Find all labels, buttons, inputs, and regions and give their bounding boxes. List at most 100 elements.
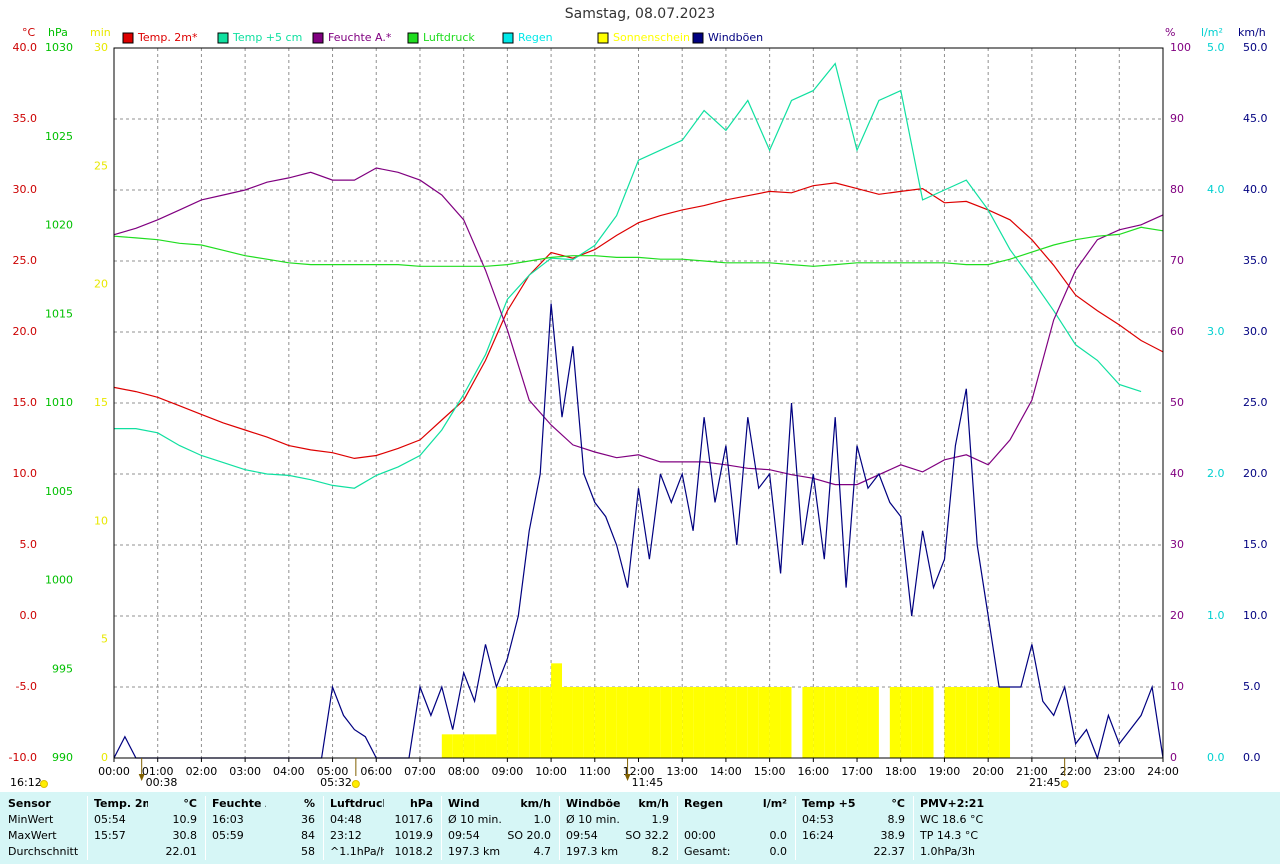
sunshine-bar [693, 687, 705, 758]
y-tick-label: 30.0 [1243, 325, 1268, 338]
sunshine-bar [824, 687, 836, 758]
sunshine-bar [507, 687, 519, 758]
sunshine-bar [496, 687, 508, 758]
table-cell: PMV+2:21 [920, 797, 985, 810]
y-tick-label: 20.0 [13, 325, 38, 338]
y-tick-label: 20 [1170, 609, 1184, 622]
y-tick-label: 90 [1170, 112, 1184, 125]
table-cell: Durchschnitt [0, 844, 88, 860]
table-cell: Feuchte A. [212, 797, 266, 810]
x-tick-label: 18:00 [885, 765, 917, 778]
table-cell: Gesamt: [684, 845, 731, 858]
y-tick-label: 0.0 [1243, 751, 1261, 764]
sunshine-bar [758, 687, 770, 758]
sunshine-bar [769, 687, 781, 758]
y-tick-label: 0.0 [1207, 751, 1225, 764]
table-cell [738, 812, 796, 828]
sunshine-bar [846, 687, 858, 758]
sunshine-bar [944, 687, 956, 758]
legend-label: Sonnenschein [613, 31, 690, 44]
chart: Samstag, 08.07.2023 °C -10.0 -5.0 0.0 5.0 10.… [9, 6, 1268, 789]
x-tick-label: 05:00 [317, 765, 349, 778]
sunshine-bar [835, 687, 847, 758]
marker-label: 00:38 [146, 776, 178, 789]
y-tick-label: 45.0 [1243, 112, 1268, 125]
y-tick-label: 5 [101, 633, 108, 646]
sunshine-bar [540, 687, 552, 758]
legend-label: Temp. 2m* [137, 31, 198, 44]
y-tick-label: 5.0 [20, 538, 38, 551]
table-cell: Ø 10 min. [566, 813, 620, 826]
y-tick-label: -5.0 [16, 680, 37, 693]
sunshine-bar [583, 687, 595, 758]
legend-swatch [502, 32, 514, 44]
y-tick-label: 1020 [45, 219, 73, 232]
y-tick-label: 30 [1170, 538, 1184, 551]
table-cell: 05:59 [212, 829, 244, 842]
sunshine-bar [900, 687, 912, 758]
table-cell [678, 812, 738, 828]
y-tick-label: 3.0 [1207, 325, 1225, 338]
y-tick-label: -10.0 [9, 751, 37, 764]
y-tick-label: 60 [1170, 325, 1184, 338]
sunshine-bar [988, 687, 1000, 758]
x-tick-label: 02:00 [186, 765, 218, 778]
marker-arrow [624, 774, 631, 781]
sunshine-bar [977, 687, 989, 758]
x-tick-label: 03:00 [229, 765, 261, 778]
series-line [113, 226, 1164, 267]
table-cell: MinWert [0, 812, 88, 828]
table-cell: 30.8 [148, 828, 206, 844]
axis-label: l/m² [1201, 26, 1223, 39]
table-cell: km/h [620, 796, 678, 812]
table-row: MaxWert 15:57 30.8 05:59 84 23:12 1019.9 09:54 S… [0, 828, 1280, 844]
sunshine-bar [529, 687, 541, 758]
sun-icon [1060, 780, 1069, 788]
y-tick-label: 40.0 [13, 41, 38, 54]
y-tick-label: 20.0 [1243, 467, 1268, 480]
legend-swatch [217, 32, 229, 44]
series-line [113, 167, 1164, 486]
table-cell: Regen [684, 797, 724, 810]
legend-swatch [312, 32, 324, 44]
y-tick-label: 1000 [45, 574, 73, 587]
x-tick-label: 00:00 [98, 765, 130, 778]
y-tick-label: 20 [94, 278, 108, 291]
sunshine-bar [616, 687, 628, 758]
y-tick-label: 2.0 [1207, 467, 1225, 480]
y-tick-label: 30.0 [13, 183, 38, 196]
y-tick-label: 25.0 [13, 254, 38, 267]
table-cell: Temp. 2m [94, 797, 148, 810]
legend-label: Windböen [708, 31, 763, 44]
table-cell: ^1.1hPa/h [330, 845, 384, 858]
y-tick-label: 1030 [45, 41, 73, 54]
table-cell: 8.2 [620, 844, 678, 860]
x-tick-label: 20:00 [972, 765, 1004, 778]
sun-icon [351, 780, 360, 788]
legend-label: Temp +5 cm [232, 31, 302, 44]
table-cell: 04:48 [330, 813, 362, 826]
x-tick-label: 06:00 [360, 765, 392, 778]
y-tick-label: 10.0 [13, 467, 38, 480]
legend-swatch [692, 32, 704, 44]
table-cell: 00:00 [684, 829, 716, 842]
legend-swatch [122, 32, 134, 44]
y-tick-label: 30 [94, 41, 108, 54]
table-cell: 38.9 [856, 828, 914, 844]
y-tick-label: 35.0 [13, 112, 38, 125]
x-tick-label: 07:00 [404, 765, 436, 778]
y-tick-label: 0 [101, 751, 108, 764]
table-cell: 84 [266, 828, 324, 844]
x-tick-label: 13:00 [666, 765, 698, 778]
axis-label: °C [22, 26, 36, 39]
x-tick-label: 15:00 [754, 765, 786, 778]
sunshine-bar [922, 687, 934, 758]
sunshine-bar [725, 687, 737, 758]
table-cell: °C [856, 796, 914, 812]
y-tick-label: 0.0 [20, 609, 38, 622]
sunshine-bar [999, 687, 1011, 758]
table-cell: 16:03 [212, 813, 244, 826]
sunshine-bar [889, 687, 901, 758]
table-cell: 22.01 [148, 844, 206, 860]
